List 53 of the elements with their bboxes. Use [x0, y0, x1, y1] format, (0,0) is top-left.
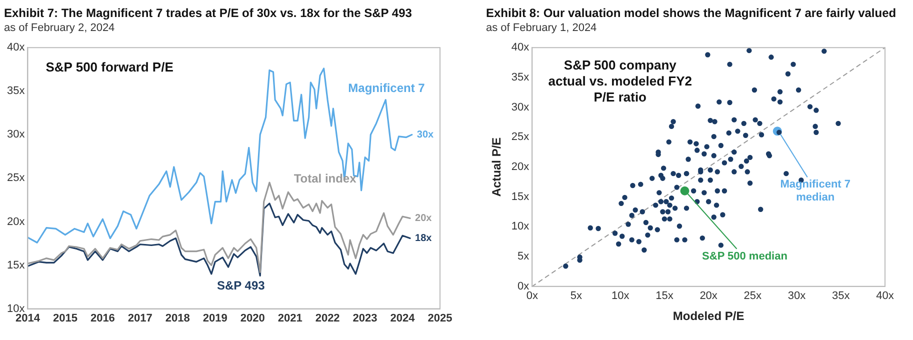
x-axis-title: Modeled P/E — [672, 309, 744, 324]
x-tick-label: 2016 — [90, 312, 115, 324]
y-tick-label: 40x — [6, 42, 26, 54]
y-tick-label: 30x — [6, 128, 26, 141]
y-axis-title: Actual P/E — [490, 137, 504, 197]
y-tick-label: 40x — [511, 42, 530, 54]
x-tick-label: 20x — [700, 290, 718, 302]
x-tick-label: 2014 — [15, 312, 41, 324]
x-tick-label: 2020 — [240, 312, 265, 324]
y-tick-label: 5x — [518, 250, 530, 263]
y-tick-label: 20x — [6, 216, 26, 228]
y-tick-label: 0x — [518, 280, 530, 292]
x-tick-label: 35x — [832, 290, 850, 302]
data-label: 18x — [415, 233, 432, 244]
x-tick-label: 2018 — [165, 312, 190, 324]
y-tick-label: 35x — [6, 85, 26, 98]
y-tick-label: 30x — [511, 101, 530, 114]
y-tick-label: 35x — [511, 71, 530, 84]
text: Magnificent 7 median — [780, 178, 851, 204]
chart-subtitle: as of February 2, 2024 — [4, 22, 116, 34]
x-tick-label: 15x — [656, 290, 674, 302]
y-tick-label: 25x — [511, 131, 530, 144]
x-tick-label: 2023 — [352, 312, 378, 324]
series-label: Magnificent 7 — [348, 80, 426, 95]
x-tick-label: 2015 — [52, 312, 78, 324]
x-tick-label: 10x — [611, 290, 630, 302]
x-tick-label: 25x — [744, 290, 762, 302]
y-tick-label: 20x — [511, 161, 530, 174]
y-tick-label: 25x — [6, 172, 26, 184]
series-label: S&P 493 — [217, 278, 266, 292]
x-tick-label: 2019 — [202, 312, 228, 324]
annotation: S&P 500 company actual vs. modeled FY2 P/E ratio — [548, 58, 692, 105]
x-tick-label: 2017 — [128, 312, 152, 324]
x-tick-label: 2022 — [315, 312, 340, 324]
x-tick-label: 0x — [526, 290, 538, 302]
y-tick-label: 15x — [511, 190, 530, 203]
y-tick-label: 15x — [6, 259, 26, 272]
chart-title: Exhibit 8: Our valuation model shows the Magnificent 7 are fairly valued — [486, 6, 898, 20]
x-tick-label: 2021 — [278, 312, 302, 324]
y-tick-label: 10x — [511, 220, 530, 233]
chart-subtitle: as of February 1, 2024 — [486, 22, 598, 34]
data-label: 30x — [416, 129, 434, 140]
chart-title: Exhibit 7: The Magnificent 7 trades at P/E of 30x vs. 18x for the S&P 493 — [4, 6, 413, 20]
annotation: S&P 500 forward P/E — [46, 60, 174, 75]
x-tick-label: 2024 — [390, 312, 416, 324]
x-tick-label: 5x — [570, 290, 583, 302]
x-tick-label: 30x — [788, 290, 806, 302]
series-label: Total index — [294, 171, 357, 186]
x-tick-label: 2025 — [428, 312, 452, 324]
y-tick-label: 10x — [6, 302, 26, 315]
text: S&P 500 median — [702, 250, 788, 262]
x-tick-label: 40x — [876, 290, 894, 302]
data-label: 20x — [415, 213, 432, 224]
